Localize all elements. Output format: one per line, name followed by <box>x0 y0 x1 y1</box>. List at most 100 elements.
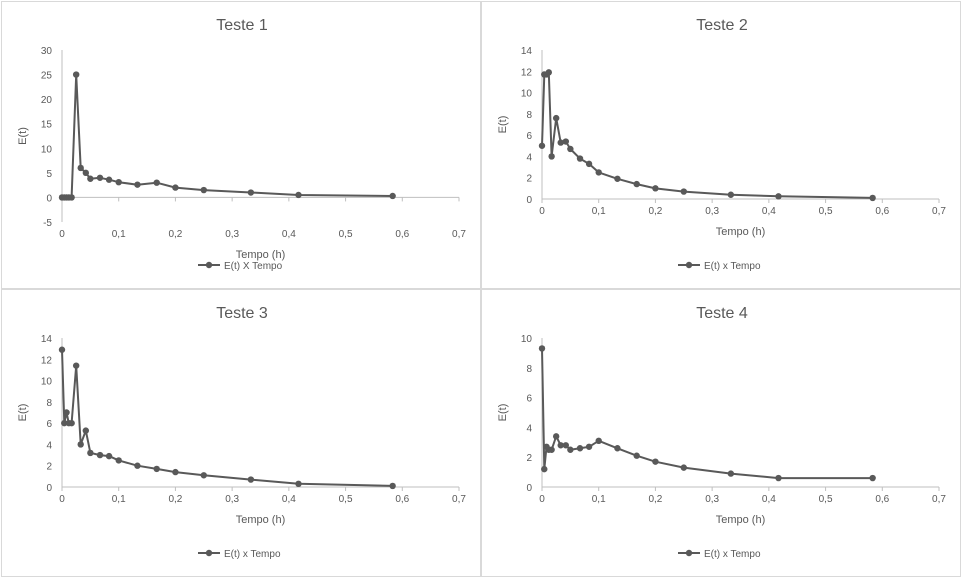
data-point <box>538 142 546 149</box>
data-point <box>567 145 574 153</box>
data-point <box>652 185 659 192</box>
data-point <box>172 184 179 191</box>
chart-title: Teste 1 <box>216 17 268 34</box>
x-tick-label: 0 <box>539 494 545 505</box>
x-tick-label: 0,2 <box>168 494 182 505</box>
data-point <box>614 445 621 452</box>
y-tick-label: 8 <box>46 398 52 409</box>
data-point <box>538 345 546 352</box>
series-line <box>541 71 873 199</box>
y-tick-label: 10 <box>41 144 53 155</box>
data-point <box>633 452 640 459</box>
x-tick-label: 0,1 <box>112 494 126 505</box>
x-tick-label: 0,4 <box>282 494 296 505</box>
data-point <box>58 346 66 353</box>
data-point <box>595 169 602 176</box>
legend-marker <box>685 261 693 269</box>
data-point <box>545 69 553 76</box>
y-tick-label: 14 <box>41 334 53 345</box>
chart-svg-4: Teste 4 0 0,1 0,2 0,3 0,4 0,5 0,6 0,7 0 2 4 6 8 10 Temp… <box>497 305 946 560</box>
y-tick-label: 14 <box>521 46 533 57</box>
chart-svg-1: Teste 1 0 0,1 0,2 0,3 0,4 0,5 0,6 0,7 -5 0 5 10 15 20 2… <box>17 17 466 272</box>
data-point <box>200 186 207 194</box>
data-point <box>595 437 602 445</box>
x-tick-label: 0,7 <box>452 229 466 240</box>
data-point <box>557 442 564 449</box>
x-tick-label: 0 <box>59 494 65 505</box>
y-tick-label: 0 <box>526 195 532 206</box>
x-tick-label: 0,7 <box>932 494 946 505</box>
y-axis-label: E(t) <box>17 127 29 145</box>
data-point <box>585 160 593 168</box>
chart-title: Teste 2 <box>696 17 748 34</box>
data-point <box>727 191 735 198</box>
y-axis-label: E(t) <box>497 116 509 134</box>
series-line <box>541 348 873 480</box>
data-point <box>72 362 80 369</box>
x-tick-label: 0,6 <box>395 229 409 240</box>
data-point <box>548 153 555 160</box>
chart-title: Teste 3 <box>216 305 268 322</box>
data-point <box>567 446 574 453</box>
x-tick-label: 0,2 <box>168 229 182 240</box>
legend-label: E(t) x Tempo <box>224 549 281 560</box>
data-point <box>153 465 160 473</box>
data-point <box>153 179 160 186</box>
data-point <box>389 192 396 200</box>
y-tick-label: 2 <box>46 462 52 473</box>
y-tick-label: 20 <box>41 95 53 106</box>
data-point <box>680 188 687 195</box>
data-point <box>576 155 584 162</box>
x-tick-label: 0,5 <box>339 229 353 240</box>
data-point <box>680 464 687 471</box>
x-tick-label: 0,5 <box>819 494 833 505</box>
x-tick-label: 0,5 <box>339 494 353 505</box>
y-tick-label: 6 <box>526 394 532 405</box>
x-tick-label: 0,4 <box>282 229 296 240</box>
y-tick-label: 8 <box>526 364 532 375</box>
x-tick-label: 0,3 <box>705 206 719 217</box>
y-tick-label: 15 <box>41 120 53 131</box>
x-tick-label: 0,7 <box>452 494 466 505</box>
x-tick-label: 0,6 <box>875 494 889 505</box>
data-point <box>63 409 70 416</box>
data-point <box>77 164 84 172</box>
y-tick-label: 0 <box>46 483 52 494</box>
y-tick-label: 12 <box>41 355 53 366</box>
data-point <box>295 191 302 199</box>
legend-label: E(t) X Tempo <box>224 261 283 272</box>
y-tick-label: -5 <box>43 218 52 229</box>
data-point <box>869 194 876 202</box>
chart-svg-3: Teste 3 0 0,1 0,2 0,3 0,4 0,5 0,6 0,7 0 2 4 6 8 10 12 14… <box>17 305 466 560</box>
data-point <box>576 445 584 452</box>
y-tick-label: 4 <box>46 440 52 451</box>
x-tick-label: 0,3 <box>705 494 719 505</box>
data-point <box>247 189 255 196</box>
data-point <box>72 71 80 78</box>
data-point <box>652 458 659 465</box>
data-point <box>96 174 104 181</box>
data-point <box>548 446 555 453</box>
y-tick-label: 5 <box>46 169 52 180</box>
chart-title: Teste 4 <box>696 305 748 322</box>
y-axis-label: E(t) <box>17 404 29 422</box>
data-point <box>614 175 621 182</box>
x-tick-label: 0,2 <box>648 494 662 505</box>
y-tick-label: 0 <box>526 483 532 494</box>
data-point <box>87 175 94 182</box>
x-tick-label: 0,2 <box>648 206 662 217</box>
y-tick-label: 6 <box>526 131 532 142</box>
data-point <box>389 482 396 490</box>
x-tick-label: 0,6 <box>395 494 409 505</box>
legend-label: E(t) x Tempo <box>704 261 761 272</box>
data-point <box>541 465 548 473</box>
y-tick-label: 10 <box>521 89 533 100</box>
chart-panel-2: Teste 2 0 0,1 0,2 0,3 0,4 0,5 0,6 0,7 0 2 4 6 8 10 12 14… <box>481 1 961 289</box>
chart-panel-1: Teste 1 0 0,1 0,2 0,3 0,4 0,5 0,6 0,7 -5 0 5 10 15 20 2… <box>1 1 481 289</box>
x-axis-label: Tempo (h) <box>716 514 766 526</box>
data-point <box>552 114 560 122</box>
y-tick-label: 4 <box>526 423 532 434</box>
y-tick-label: 25 <box>41 71 53 82</box>
y-tick-label: 0 <box>46 193 52 204</box>
data-point <box>562 442 570 449</box>
